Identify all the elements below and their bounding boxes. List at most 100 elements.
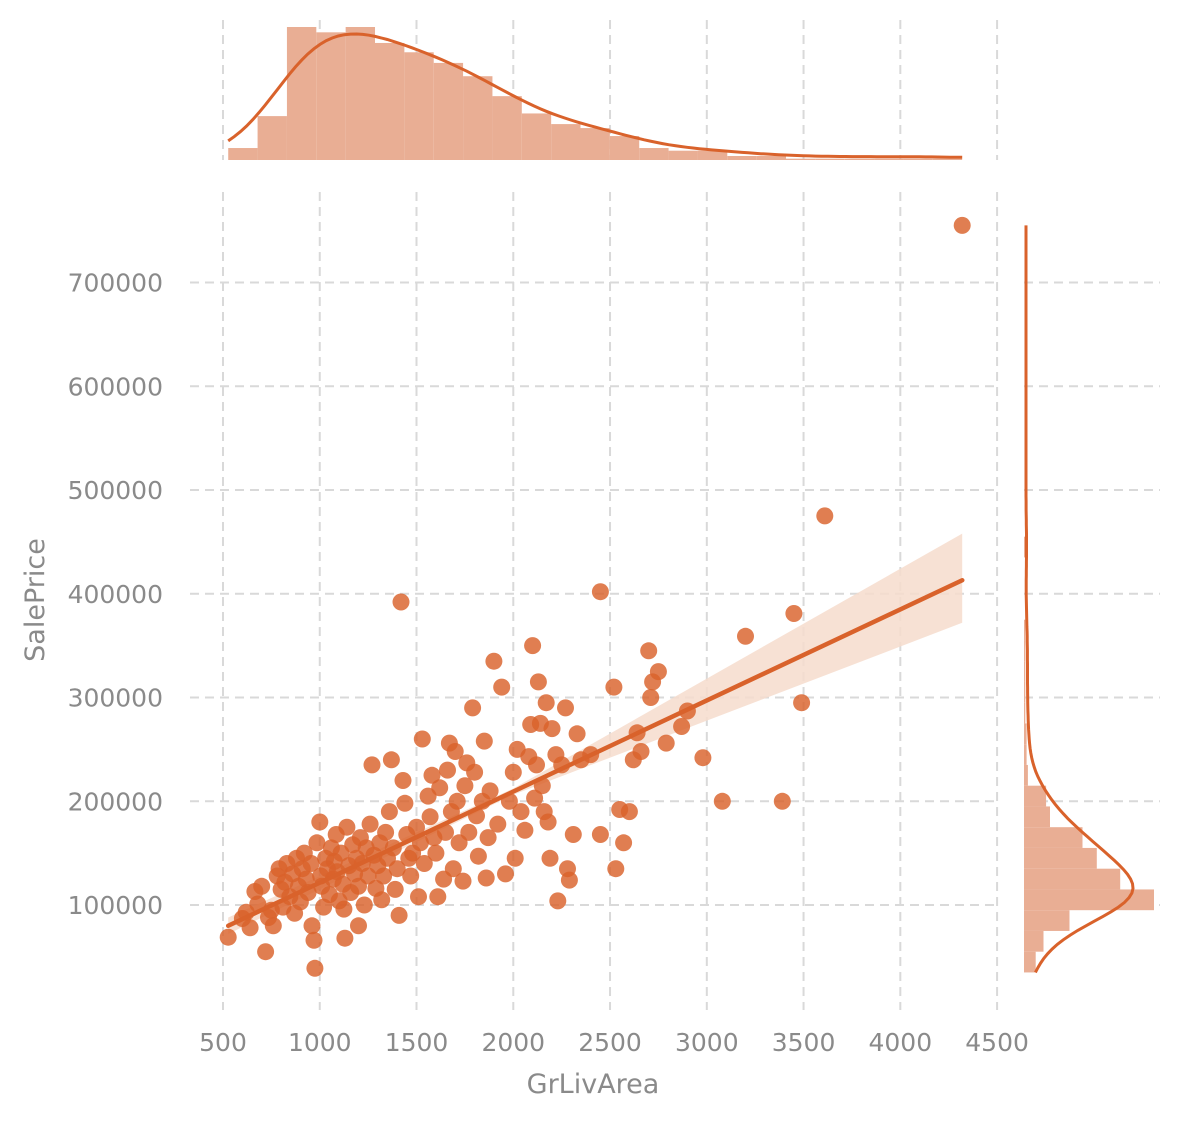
y-hist-bar	[1024, 536, 1026, 558]
x-hist-bar	[286, 27, 317, 160]
scatter-point	[642, 689, 660, 706]
scatter-point	[382, 751, 400, 769]
x-axis-title: GrLivArea	[527, 1069, 660, 1100]
scatter-point	[516, 821, 534, 839]
scatter-point	[549, 892, 567, 910]
scatter-point	[489, 815, 507, 833]
scatter-point	[605, 678, 623, 696]
x-hist-bar	[316, 32, 346, 160]
x-hist-bar	[903, 158, 933, 160]
scatter-point	[649, 663, 667, 681]
scatter-point	[773, 792, 791, 810]
scatter-point	[413, 730, 431, 748]
scatter-point	[423, 766, 441, 784]
y-hist-bar	[1024, 640, 1026, 662]
scatter-point	[454, 872, 472, 890]
scatter-point	[464, 699, 482, 717]
scatter-point	[541, 849, 559, 867]
scatter-point	[437, 823, 454, 841]
y-hist-bar	[1024, 827, 1083, 848]
scatter-point	[620, 803, 638, 821]
x-tick-label: 1500	[385, 1028, 449, 1057]
scatter-point	[793, 694, 811, 712]
scatter-point	[336, 929, 354, 947]
scatter-point	[481, 782, 499, 800]
x-hist-bar	[932, 158, 963, 160]
scatter-point	[302, 855, 320, 872]
y-tick-label: 400000	[68, 580, 163, 609]
x-hist-bar	[756, 156, 787, 160]
x-tick-label: 1000	[288, 1028, 352, 1057]
x-tick-label: 4500	[965, 1028, 1029, 1057]
scatter-point	[607, 860, 625, 878]
scatter-point	[460, 823, 478, 841]
scatter-point	[388, 860, 406, 878]
scatter-point	[528, 756, 545, 774]
x-hist-bar	[874, 158, 904, 160]
scatter-point	[377, 823, 395, 841]
scatter-point	[444, 860, 462, 878]
x-tick-label: 3500	[772, 1028, 836, 1057]
scatter-point	[537, 694, 555, 712]
scatter-point	[557, 699, 574, 717]
scatter-point	[526, 789, 544, 807]
scatter-point	[306, 959, 324, 977]
x-hist-bar	[463, 76, 493, 160]
scatter-point	[253, 877, 271, 895]
x-hist-bar	[228, 148, 258, 160]
y-hist-bar	[1024, 889, 1154, 911]
y-tick-label: 500000	[68, 476, 163, 505]
scatter-point	[785, 605, 803, 622]
scatter-point	[373, 891, 391, 909]
x-hist-bar	[697, 150, 728, 160]
x-hist-bar	[521, 113, 552, 160]
scatter-point	[338, 818, 356, 836]
y-hist-bar	[1024, 744, 1027, 765]
scatter-point	[591, 826, 609, 843]
scatter-point	[402, 867, 420, 885]
scatter-point	[713, 792, 731, 810]
scatter-point	[410, 888, 427, 906]
x-marginal-histogram	[228, 27, 963, 160]
scatter-point	[504, 763, 522, 781]
y-hist-bar	[1024, 661, 1026, 682]
x-hist-bar	[727, 156, 757, 160]
y-hist-bar	[1024, 847, 1097, 869]
scatter-point	[446, 743, 464, 760]
regression-line-group	[225, 578, 965, 928]
x-tick-label: 3000	[675, 1028, 739, 1057]
x-hist-bar	[580, 128, 610, 160]
y-marginal-histogram	[1024, 536, 1154, 973]
scatter-point	[524, 637, 542, 655]
y-hist-bar	[1024, 702, 1026, 724]
x-tick-label: 2500	[578, 1028, 642, 1057]
y-tick-label: 200000	[68, 787, 163, 816]
scatter-point	[390, 906, 408, 924]
scatter-point	[673, 718, 691, 735]
y-hist-bar	[1024, 723, 1027, 745]
scatter-point	[375, 867, 393, 885]
regression-line	[225, 578, 965, 928]
scatter-point	[305, 931, 323, 949]
scatter-point	[439, 761, 456, 779]
scatter-point	[564, 826, 582, 843]
scatter-point	[632, 743, 650, 760]
y-hist-bar	[1024, 619, 1026, 641]
x-kde-curve	[227, 32, 963, 159]
scatter-point	[475, 732, 493, 750]
scatter-point	[361, 815, 379, 833]
scatter-point	[415, 855, 433, 872]
scatter-point	[311, 813, 329, 831]
scatter-point	[615, 834, 633, 852]
scatter-point	[506, 849, 524, 867]
x-hist-bar	[433, 62, 464, 160]
scatter-point	[264, 917, 282, 935]
y-tick-label: 300000	[68, 684, 163, 713]
scatter-point	[219, 928, 237, 946]
scatter-point	[257, 943, 275, 961]
x-hist-bar	[844, 158, 875, 160]
scatter-point	[456, 777, 474, 795]
scatter-point	[392, 593, 410, 611]
